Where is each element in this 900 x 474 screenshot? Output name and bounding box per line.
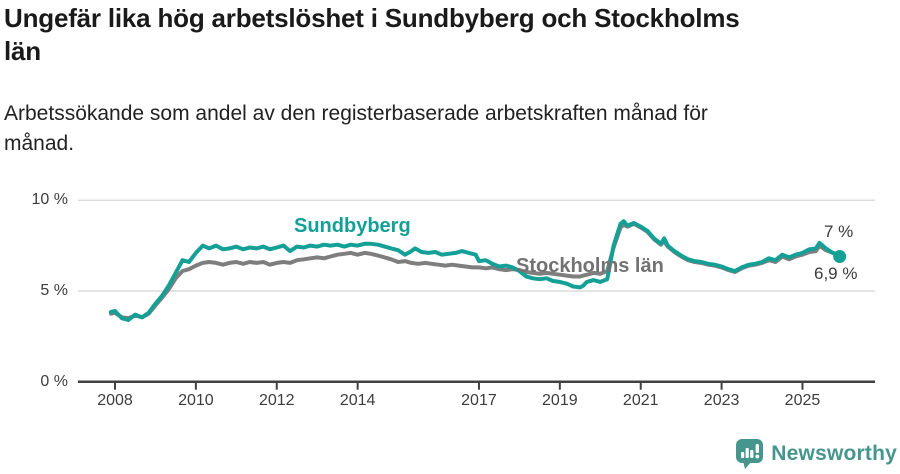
- x-axis-label: 2014: [339, 392, 376, 409]
- x-axis-label: 2023: [703, 392, 740, 409]
- chart-title: Ungefär lika hög arbetslöshet i Sundbybe…: [4, 2, 872, 68]
- series-label-stockholms-lan: Stockholms län: [516, 255, 664, 277]
- chart-title-line2: län: [4, 36, 41, 66]
- x-axis-label: 2019: [542, 392, 578, 409]
- series-line-sundbyberg: [109, 219, 842, 322]
- speech-bubble-bar-chart-icon: [736, 439, 764, 469]
- newsworthy-logo[interactable]: Newsworthy: [735, 438, 897, 469]
- chart-title-line1: Ungefär lika hög arbetslöshet i Sundbybe…: [4, 3, 740, 33]
- chart-subtitle-line2: månad.: [4, 132, 75, 155]
- end-value-label-stockholms-lan: 7 %: [824, 222, 854, 241]
- x-axis-label: 2008: [97, 392, 133, 409]
- y-axis-label: 5 %: [40, 282, 68, 299]
- chart-subtitle: Arbetssökande som andel av den registerb…: [4, 99, 844, 159]
- y-axis-label: 10 %: [31, 191, 68, 209]
- series-end-dot: [833, 250, 847, 264]
- newsworthy-brand-text: Newsworthy: [771, 441, 897, 465]
- x-axis-label: 2021: [622, 392, 659, 409]
- x-axis-label: 2010: [178, 392, 214, 409]
- x-axis-label: 2017: [461, 392, 497, 409]
- end-value-label-sundbyberg: 6,9 %: [814, 264, 858, 283]
- x-axis-label: 2025: [784, 392, 821, 409]
- chart-subtitle-line1: Arbetssökande som andel av den registerb…: [4, 102, 708, 125]
- x-axis-label: 2012: [258, 392, 295, 409]
- y-axis-label: 0 %: [40, 372, 68, 390]
- series-label-sundbyberg: Sundbyberg: [294, 215, 411, 237]
